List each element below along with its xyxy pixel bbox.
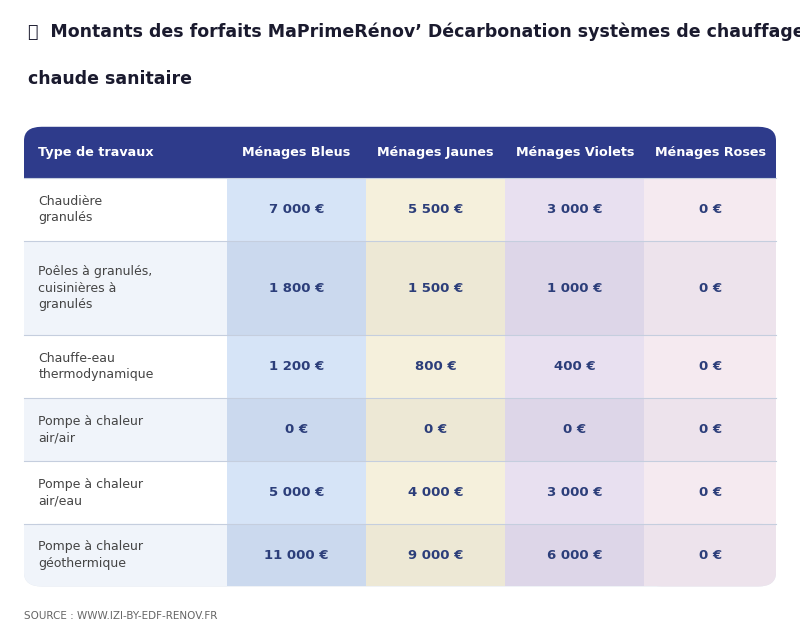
Bar bbox=[227, 335, 366, 398]
Bar bbox=[24, 461, 227, 524]
Text: Ménages Violets: Ménages Violets bbox=[516, 146, 634, 159]
Bar bbox=[24, 241, 227, 335]
Bar bbox=[506, 178, 645, 241]
Text: 0 €: 0 € bbox=[424, 423, 447, 436]
Text: 11 000 €: 11 000 € bbox=[264, 548, 329, 562]
Text: 5 500 €: 5 500 € bbox=[408, 203, 463, 216]
Text: Pompe à chaleur
géothermique: Pompe à chaleur géothermique bbox=[38, 540, 143, 570]
FancyBboxPatch shape bbox=[24, 127, 776, 586]
Text: 0 €: 0 € bbox=[285, 423, 308, 436]
Bar bbox=[227, 398, 366, 461]
FancyBboxPatch shape bbox=[645, 524, 776, 586]
Text: 1 200 €: 1 200 € bbox=[269, 360, 324, 373]
Bar bbox=[645, 524, 776, 573]
Text: 6 000 €: 6 000 € bbox=[547, 548, 602, 562]
Text: 0 €: 0 € bbox=[698, 423, 722, 436]
Bar bbox=[227, 524, 366, 586]
Text: Ménages Jaunes: Ménages Jaunes bbox=[378, 146, 494, 159]
Text: 0 €: 0 € bbox=[698, 203, 722, 216]
Bar bbox=[366, 461, 506, 524]
Bar bbox=[506, 335, 645, 398]
Bar bbox=[645, 178, 776, 241]
Text: 0 €: 0 € bbox=[698, 486, 722, 499]
Text: 3 000 €: 3 000 € bbox=[547, 203, 602, 216]
Text: 5 000 €: 5 000 € bbox=[269, 486, 324, 499]
Bar bbox=[645, 573, 758, 586]
Text: 🔍  Montants des forfaits MaPrimeRénov’ Décarbonation systèmes de chauffage et ea: 🔍 Montants des forfaits MaPrimeRénov’ Dé… bbox=[28, 22, 800, 41]
Text: 9 000 €: 9 000 € bbox=[408, 548, 463, 562]
Bar bbox=[24, 335, 227, 398]
Bar bbox=[227, 178, 366, 241]
Bar bbox=[24, 164, 776, 178]
Text: SOURCE : WWW.IZI-BY-EDF-RENOV.FR: SOURCE : WWW.IZI-BY-EDF-RENOV.FR bbox=[24, 611, 218, 621]
Text: 1 800 €: 1 800 € bbox=[269, 281, 324, 295]
Bar bbox=[24, 398, 227, 461]
Bar bbox=[506, 461, 645, 524]
Text: 0 €: 0 € bbox=[698, 548, 722, 562]
Text: Ménages Roses: Ménages Roses bbox=[654, 146, 766, 159]
Text: 1 000 €: 1 000 € bbox=[547, 281, 602, 295]
Text: Ménages Bleus: Ménages Bleus bbox=[242, 146, 350, 159]
Bar bbox=[227, 241, 366, 335]
Bar bbox=[24, 524, 227, 573]
Text: 400 €: 400 € bbox=[554, 360, 596, 373]
Bar bbox=[42, 573, 227, 586]
Text: Poêles à granulés,
cuisinières à
granulés: Poêles à granulés, cuisinières à granulé… bbox=[38, 265, 153, 311]
Bar bbox=[645, 335, 776, 398]
Text: Pompe à chaleur
air/air: Pompe à chaleur air/air bbox=[38, 415, 143, 444]
Text: 0 €: 0 € bbox=[563, 423, 586, 436]
Text: Chauffe-eau
thermodynamique: Chauffe-eau thermodynamique bbox=[38, 352, 154, 382]
FancyBboxPatch shape bbox=[24, 524, 227, 586]
Bar bbox=[366, 178, 506, 241]
Text: chaude sanitaire: chaude sanitaire bbox=[28, 70, 192, 87]
Text: Chaudière
granulés: Chaudière granulés bbox=[38, 195, 102, 224]
Bar bbox=[227, 461, 366, 524]
Bar bbox=[366, 335, 506, 398]
Text: 4 000 €: 4 000 € bbox=[408, 486, 463, 499]
Text: Type de travaux: Type de travaux bbox=[38, 146, 154, 159]
Bar bbox=[366, 241, 506, 335]
Bar bbox=[506, 398, 645, 461]
Text: 1 500 €: 1 500 € bbox=[408, 281, 463, 295]
Bar bbox=[506, 524, 645, 586]
Text: 0 €: 0 € bbox=[698, 281, 722, 295]
Text: Pompe à chaleur
air/eau: Pompe à chaleur air/eau bbox=[38, 477, 143, 507]
Text: 800 €: 800 € bbox=[415, 360, 457, 373]
Bar bbox=[645, 241, 776, 335]
FancyBboxPatch shape bbox=[24, 127, 776, 178]
Bar bbox=[506, 241, 645, 335]
Text: 0 €: 0 € bbox=[698, 360, 722, 373]
Bar bbox=[366, 524, 506, 586]
Text: 7 000 €: 7 000 € bbox=[269, 203, 324, 216]
Bar bbox=[645, 398, 776, 461]
Bar bbox=[645, 461, 776, 524]
Bar bbox=[24, 178, 227, 241]
Bar bbox=[366, 398, 506, 461]
Text: 3 000 €: 3 000 € bbox=[547, 486, 602, 499]
